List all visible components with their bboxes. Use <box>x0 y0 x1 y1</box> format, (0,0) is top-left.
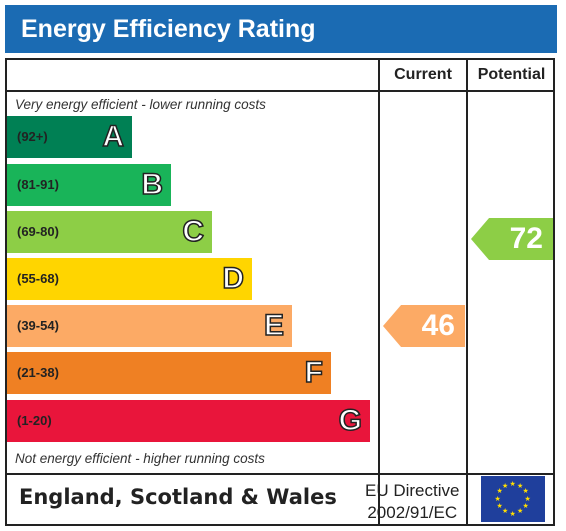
eu-star-icon: ★ <box>522 488 529 495</box>
eu-flag-icon: ★ ★ ★ ★ ★ ★ ★ ★ ★ ★ ★ ★ <box>481 476 545 522</box>
band-range: (92+) <box>17 129 48 144</box>
page-title: Energy Efficiency Rating <box>5 5 557 53</box>
band-range: (81-91) <box>17 177 59 192</box>
eu-star-icon: ★ <box>494 495 501 503</box>
current-column-divider <box>378 60 380 524</box>
band-range: (39-54) <box>17 318 59 333</box>
band-g: (1-20) G <box>7 400 370 442</box>
eu-star-icon: ★ <box>496 503 503 510</box>
band-letter: E <box>263 308 285 343</box>
band-c: (69-80) C <box>7 211 212 253</box>
eu-star-icon: ★ <box>522 503 529 510</box>
current-rating-value: 46 <box>421 309 455 342</box>
band-letter: C <box>182 214 205 249</box>
potential-column-header: Potential <box>477 66 546 83</box>
band-e: (39-54) E <box>7 305 292 347</box>
band-range: (69-80) <box>17 224 59 239</box>
band-b: (81-91) B <box>7 164 171 206</box>
header-divider <box>7 90 553 92</box>
eu-star-icon: ★ <box>517 482 524 490</box>
current-rating-arrow: 46 <box>383 305 465 347</box>
band-d: (55-68) D <box>7 258 252 300</box>
eu-star-icon: ★ <box>517 508 524 516</box>
region-label: England, Scotland & Wales <box>19 485 337 509</box>
band-f: (21-38) F <box>7 352 331 394</box>
top-note: Very energy efficient - lower running co… <box>15 97 266 112</box>
eu-star-icon: ★ <box>502 508 509 516</box>
eu-star-icon: ★ <box>509 510 516 518</box>
band-letter: G <box>338 403 363 438</box>
band-letter: D <box>222 261 245 296</box>
rating-chart: Current Potential Very energy efficient … <box>5 58 555 526</box>
eu-star-icon: ★ <box>502 482 509 490</box>
eu-directive-line2: 2002/91/EC <box>367 503 458 522</box>
band-a: (92+) A <box>7 116 132 158</box>
band-range: (21-38) <box>17 365 59 380</box>
band-range: (1-20) <box>17 413 52 428</box>
band-letter: F <box>304 355 324 390</box>
eu-star-icon: ★ <box>509 480 516 488</box>
current-column-header: Current <box>394 66 452 83</box>
potential-rating-arrow: 72 <box>471 218 553 260</box>
eu-star-icon: ★ <box>496 488 503 495</box>
potential-column-divider <box>466 60 468 524</box>
footer-divider <box>7 473 553 475</box>
band-range: (55-68) <box>17 271 59 286</box>
eu-directive-line1: EU Directive <box>365 481 460 500</box>
eu-directive: EU Directive 2002/91/EC <box>365 480 459 524</box>
bottom-note: Not energy efficient - higher running co… <box>15 451 265 466</box>
potential-rating-value: 72 <box>509 222 543 255</box>
band-letter: A <box>102 119 125 154</box>
eu-star-icon: ★ <box>524 495 531 503</box>
band-letter: B <box>141 167 164 202</box>
